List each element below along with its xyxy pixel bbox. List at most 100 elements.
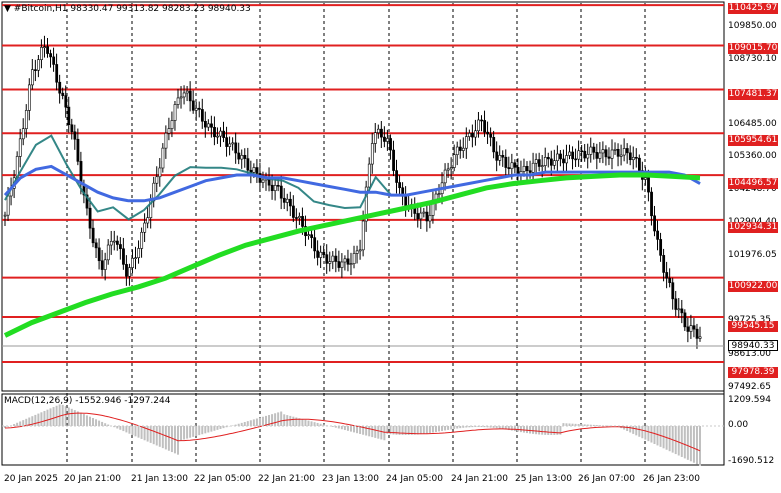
level-label[interactable]: 104496.57 (728, 178, 778, 189)
candle-body (77, 139, 79, 161)
price-tick: 105360.00 (728, 151, 777, 162)
candle-body (50, 54, 52, 57)
candle-body (65, 96, 67, 107)
candle-body (474, 131, 476, 137)
time-tick: 26 Jan 23:00 (643, 474, 700, 485)
macd-bar (189, 426, 191, 438)
macd-bar (660, 426, 662, 447)
candle-body (204, 121, 206, 127)
candle-body (292, 206, 294, 218)
time-tick: 26 Jan 07:00 (578, 474, 635, 485)
time-tick: 22 Jan 21:00 (258, 474, 315, 485)
level-label[interactable]: 105954.61 (728, 135, 778, 146)
price-tick: 109850.00 (728, 21, 777, 32)
candle-body (547, 157, 549, 159)
candle-body (122, 249, 124, 265)
macd-bar (141, 426, 143, 439)
macd-bar (204, 426, 206, 433)
candle-body (447, 169, 449, 170)
macd-bar (159, 426, 161, 447)
macd-bar (353, 426, 355, 432)
candle-body (347, 259, 349, 264)
candle-body (462, 148, 464, 150)
candle-body (438, 194, 440, 195)
candle-body (219, 131, 221, 136)
macd-bar (426, 426, 428, 433)
candle-body (496, 152, 498, 160)
candle-body (663, 255, 665, 272)
macd-bar (538, 426, 540, 435)
macd-bar (65, 406, 67, 426)
candle-body (389, 138, 391, 150)
macd-bar (56, 406, 58, 426)
candle-body (380, 129, 382, 137)
level-label[interactable]: 99545.15 (728, 321, 778, 332)
candle-body (699, 337, 701, 339)
candle-body (359, 250, 361, 251)
macd-bar (192, 426, 194, 437)
candle-body (216, 136, 218, 137)
macd-bar (696, 426, 698, 464)
level-label[interactable]: 100922.00 (728, 281, 778, 292)
macd-bar (101, 422, 103, 426)
macd-bar (253, 419, 255, 426)
macd-bar (520, 426, 522, 432)
candle-body (116, 241, 118, 244)
candle-body (477, 120, 479, 131)
macd-bar (314, 422, 316, 426)
macd-bar (687, 426, 689, 460)
candle-body (578, 151, 580, 159)
candle-body (684, 313, 686, 327)
macd-bar (40, 412, 42, 426)
candle-body (584, 151, 586, 158)
candle-body (253, 168, 255, 173)
candle-body (529, 171, 531, 173)
candle-body (31, 70, 33, 85)
candle-body (22, 129, 24, 139)
candle-body (271, 185, 273, 190)
candle-body (147, 218, 149, 223)
level-label[interactable]: 97978.39 (728, 367, 778, 378)
level-label[interactable]: 110425.97 (728, 3, 778, 14)
macd-bar (638, 426, 640, 437)
candle-body (174, 104, 176, 120)
candle-body (244, 155, 246, 158)
candle-body (650, 192, 652, 216)
candle-body (635, 157, 637, 158)
macd-bar (396, 426, 398, 435)
macd-signal-line (5, 413, 700, 451)
candle-body (611, 150, 613, 158)
macd-bar (295, 417, 297, 426)
macd-bar (247, 421, 249, 426)
candle-body (465, 137, 467, 149)
candle-body (301, 216, 303, 226)
macd-bar (162, 426, 164, 448)
macd-bar (332, 426, 334, 427)
candle-body (417, 213, 419, 218)
level-label[interactable]: 107481.37 (728, 89, 778, 100)
candle-body (675, 299, 677, 310)
candle-body (195, 108, 197, 110)
macd-bar (128, 426, 130, 434)
candle-body (608, 157, 610, 158)
macd-bar (644, 426, 646, 440)
level-label[interactable]: 109015.70 (728, 43, 778, 54)
candle-body (602, 150, 604, 153)
candle-body (593, 147, 595, 152)
candle-body (232, 143, 234, 144)
macd-bar (116, 426, 118, 428)
macd-bar (653, 426, 655, 444)
candle-body (235, 143, 237, 153)
candle-body (696, 329, 698, 338)
macd-bar (650, 426, 652, 443)
candle-body (323, 252, 325, 254)
macd-bar (183, 426, 185, 439)
candle-body (377, 129, 379, 133)
candle-body (590, 147, 592, 154)
level-label[interactable]: 102934.31 (728, 222, 778, 233)
candle-body (341, 262, 343, 268)
candle-body (165, 133, 167, 148)
candle-body (128, 268, 130, 277)
